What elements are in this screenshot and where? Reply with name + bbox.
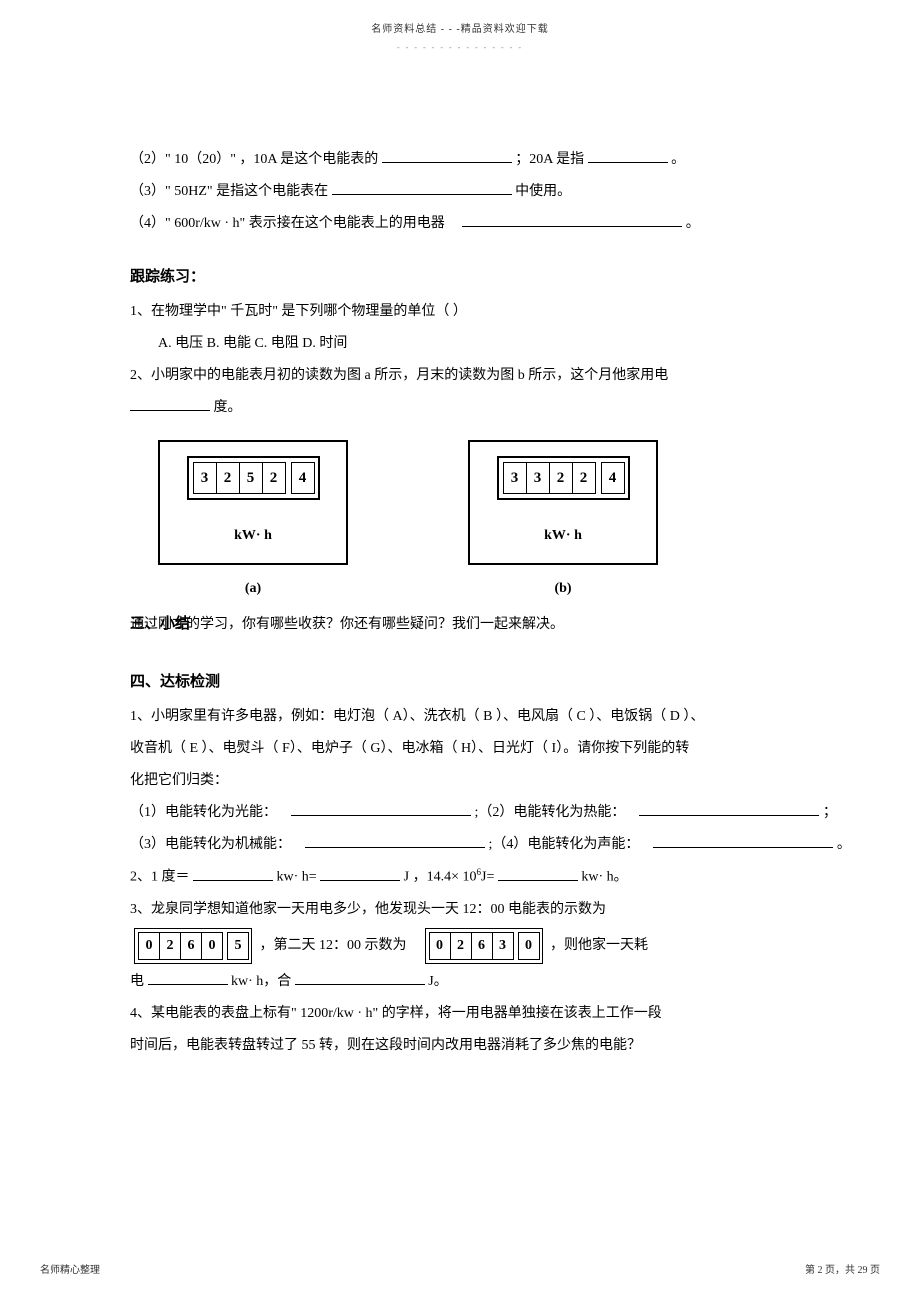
digit: 2 <box>159 932 181 960</box>
q2-text-b: ；20A 是指 <box>515 152 584 167</box>
blank <box>462 213 682 227</box>
digit: 5 <box>227 932 249 960</box>
blank <box>305 834 485 848</box>
section-4-title: 四、达标检测 <box>130 667 790 697</box>
inline-meter-a: 0 2 6 0 5 <box>134 928 252 964</box>
spacer <box>348 575 468 603</box>
follow-q1-options: A. 电压 B. 电能 C. 电阻 D. 时间 <box>130 330 790 358</box>
digit: 6 <box>180 932 202 960</box>
text: ，则他家一天耗 <box>550 938 648 953</box>
blank <box>320 867 400 881</box>
digit: 0 <box>201 932 223 960</box>
digit: 2 <box>262 462 286 494</box>
q3-text-b: 中使用。 <box>515 184 571 199</box>
meter-b-label: (b) <box>468 575 658 603</box>
section-3-body: 通过刚才的学习，你有哪些收获？你还有哪些疑问？我们一起来解决。 <box>130 611 790 639</box>
digit: 0 <box>518 932 540 960</box>
follow-q2-a: 2、小明家中的电能表月初的读数为图 a 所示，月末的读数为图 b 所示，这个月他… <box>130 362 790 390</box>
text: 。 <box>837 837 851 852</box>
s4-q4-b: 时间后，电能表转盘转过了 55 转，则在这段时间内改用电器消耗了多少焦的电能？ <box>130 1032 790 1060</box>
digit: 3 <box>526 462 550 494</box>
meter-b: 3 3 2 2 4 kW· h <box>468 440 658 565</box>
meter-a-label: (a) <box>158 575 348 603</box>
text: J。 <box>428 974 447 989</box>
s4-q1-sub2: （3）电能转化为机械能： ;（4）电能转化为声能： 。 <box>130 831 790 859</box>
text: kw· h，合 <box>231 974 291 989</box>
text: J ，14.4× 10 <box>404 870 477 885</box>
section-3-row: (a) (b) 三、小结 <box>130 575 790 603</box>
q4-text-b: 。 <box>686 216 700 231</box>
blank <box>382 149 512 163</box>
digit: 4 <box>601 462 625 494</box>
digit: 0 <box>138 932 160 960</box>
footer-right: 第 2 页，共 29 页 <box>805 1261 880 1281</box>
blank <box>148 971 228 985</box>
digit: 0 <box>429 932 451 960</box>
footer-left: 名师精心整理 <box>40 1261 100 1281</box>
text: （1）电能转化为光能： <box>130 805 277 820</box>
blank <box>295 971 425 985</box>
text: ;（2）电能转化为热能： <box>475 805 626 820</box>
s4-q3-d: 电 kw· h，合 J。 <box>130 968 790 996</box>
question-2: （2）" 10（20）" ，10A 是这个电能表的 ；20A 是指 。 <box>130 146 790 174</box>
digit: 5 <box>239 462 263 494</box>
digit: 2 <box>216 462 240 494</box>
question-3: （3）" 50HZ" 是指这个电能表在 中使用。 <box>130 178 790 206</box>
meter-labels: (a) (b) <box>158 575 790 603</box>
follow-q1: 1、在物理学中" 千瓦时" 是下列哪个物理量的单位（ ） <box>130 298 790 326</box>
text: （3）电能转化为机械能： <box>130 837 291 852</box>
s4-q1-b: 收音机（ E ）、电熨斗（ F）、电炉子（ G）、电冰箱（ H）、日光灯（ I）… <box>130 735 790 763</box>
blank <box>498 867 578 881</box>
page-content: （2）" 10（20）" ，10A 是这个电能表的 ；20A 是指 。 （3）"… <box>0 56 920 1060</box>
text: ;（4）电能转化为声能： <box>489 837 640 852</box>
q2-text-c: 。 <box>671 152 685 167</box>
text: ，第二天 12：00 示数为 <box>260 938 407 953</box>
text: 2、1 度＝ <box>130 870 190 885</box>
meter-b-digits: 3 3 2 2 4 <box>497 456 630 500</box>
s4-q2: 2、1 度＝ kw· h= J ，14.4× 106J= kw· h。 <box>130 863 790 892</box>
s4-q3-meters: 0 2 6 0 5 ，第二天 12：00 示数为 0 2 6 3 0 ，则他家一… <box>130 928 790 964</box>
meter-a-digits: 3 2 5 2 4 <box>187 456 320 500</box>
blank <box>588 149 668 163</box>
digit: 2 <box>450 932 472 960</box>
f2b-text: 度。 <box>214 400 242 415</box>
text: 电 <box>130 974 144 989</box>
s4-q4-a: 4、某电能表的表盘上标有" 1200r/kw · h" 的字样，将一用电器单独接… <box>130 1000 790 1028</box>
meter-a-unit: kW· h <box>172 522 334 550</box>
q4-text-a: （4）" 600r/kw · h" 表示接在这个电能表上的用电器 <box>130 216 445 231</box>
text: J= <box>481 870 494 885</box>
text: ； <box>823 805 837 820</box>
digit: 2 <box>549 462 573 494</box>
section-3-title: 三、小结 <box>130 609 190 639</box>
meter-b-unit: kW· h <box>482 522 644 550</box>
q2-text-a: （2）" 10（20）" ，10A 是这个电能表的 <box>130 152 378 167</box>
question-4: （4）" 600r/kw · h" 表示接在这个电能表上的用电器 。 <box>130 210 790 238</box>
text: kw· h= <box>277 870 317 885</box>
s4-q1-a: 1、小明家里有许多电器，例如：电灯泡（ A）、洗衣机（ B ）、电风扇（ C ）… <box>130 703 790 731</box>
blank <box>332 181 512 195</box>
header-title: 名师资料总结 - - -精品资料欢迎下载 <box>0 0 920 40</box>
follow-q2-b: 度。 <box>130 394 790 422</box>
meter-row: 3 2 5 2 4 kW· h 3 3 2 2 4 kW· h <box>158 440 790 565</box>
digit: 6 <box>471 932 493 960</box>
digit: 3 <box>492 932 514 960</box>
follow-title: 跟踪练习： <box>130 262 790 292</box>
blank <box>291 802 471 816</box>
digit: 3 <box>503 462 527 494</box>
digit: 2 <box>572 462 596 494</box>
digit: 3 <box>193 462 217 494</box>
inline-meter-b: 0 2 6 3 0 <box>425 928 543 964</box>
blank <box>130 397 210 411</box>
text: kw· h。 <box>581 870 627 885</box>
header-subtitle: - - - - - - - - - - - - - - - <box>0 40 920 56</box>
s4-q1-c: 化把它们归类： <box>130 767 790 795</box>
q3-text-a: （3）" 50HZ" 是指这个电能表在 <box>130 184 328 199</box>
s4-q3-a: 3、龙泉同学想知道他家一天用电多少，他发现头一天 12：00 电能表的示数为 <box>130 896 790 924</box>
meter-a: 3 2 5 2 4 kW· h <box>158 440 348 565</box>
blank <box>639 802 819 816</box>
s4-q1-sub1: （1）电能转化为光能： ;（2）电能转化为热能： ； <box>130 799 790 827</box>
blank <box>193 867 273 881</box>
digit: 4 <box>291 462 315 494</box>
blank <box>653 834 833 848</box>
